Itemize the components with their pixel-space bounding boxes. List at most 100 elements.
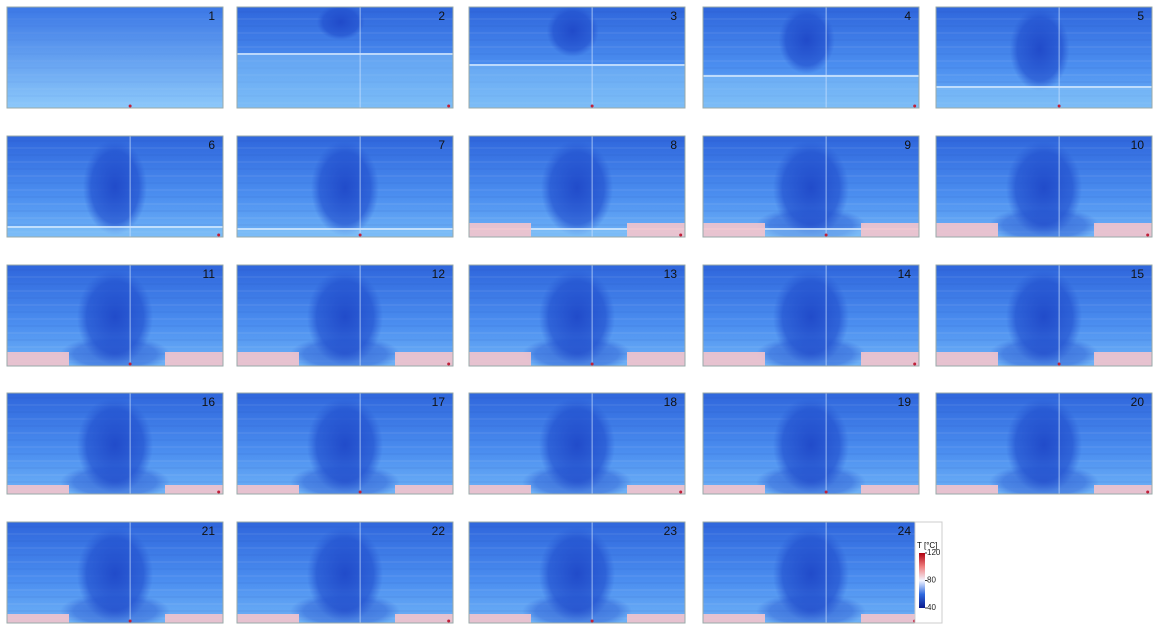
hot-patch [165, 485, 223, 494]
hot-patch [861, 485, 919, 494]
streak [7, 102, 223, 104]
panel-label: 15 [1131, 267, 1145, 281]
hot-patch [7, 485, 69, 494]
cold-plume [541, 140, 613, 236]
panel-image [7, 7, 223, 108]
hot-patch [395, 352, 453, 366]
cold-spread [522, 336, 632, 372]
hot-patch [1094, 223, 1152, 237]
hot-patch [627, 614, 685, 623]
front-line [237, 228, 453, 230]
cold-plume [311, 140, 379, 236]
probe-dot [447, 105, 450, 108]
panel-label: 24 [898, 524, 912, 538]
hot-patch [237, 614, 299, 623]
thermal-panel: 20 [936, 393, 1152, 500]
cold-plume [1010, 7, 1070, 91]
thermal-panel: 1 [7, 7, 223, 108]
streak [7, 39, 223, 41]
streak [7, 11, 223, 13]
probe-dot [129, 620, 132, 623]
panel-label: 18 [664, 395, 678, 409]
front-line [703, 75, 919, 77]
hot-patch [469, 485, 531, 494]
cold-spread [756, 464, 866, 500]
probe-dot [679, 234, 682, 237]
hot-patch [469, 614, 531, 623]
cold-spread [60, 464, 170, 500]
hot-patch [237, 352, 299, 366]
probe-dot [359, 491, 362, 494]
hot-patch [165, 352, 223, 366]
streak [7, 18, 223, 20]
hot-patch [395, 485, 453, 494]
probe-dot [1058, 105, 1061, 108]
front-line [237, 53, 453, 55]
panel-image [237, 393, 453, 500]
cold-spread [989, 336, 1099, 372]
probe-dot [825, 234, 828, 237]
hot-patch [469, 223, 531, 237]
cold-spread [522, 464, 632, 500]
panel-label: 5 [1137, 9, 1144, 23]
panel-image [469, 265, 685, 372]
probe-dot [591, 105, 594, 108]
panel-label: 2 [438, 9, 445, 23]
panel-label: 21 [202, 524, 216, 538]
front-line [469, 64, 685, 66]
streak [7, 74, 223, 76]
panel-image [469, 522, 685, 624]
panel-image [7, 393, 223, 500]
panel-image [936, 393, 1152, 500]
probe-dot [913, 363, 916, 366]
hot-patch [861, 352, 919, 366]
thermal-panel: 13 [469, 265, 685, 372]
probe-dot [913, 105, 916, 108]
thermal-panel: 19 [703, 393, 919, 500]
hot-patch [1094, 352, 1152, 366]
panel-background [7, 7, 223, 108]
cold-spread [290, 464, 400, 500]
colorbar-tick-label: 120 [927, 548, 941, 557]
panel-image [237, 265, 453, 372]
streak [7, 46, 223, 48]
panel-label: 13 [664, 267, 678, 281]
hot-patch [395, 614, 453, 623]
hot-patch [1094, 485, 1152, 494]
panel-image [936, 265, 1152, 372]
panel-image [703, 393, 919, 500]
streak [237, 46, 453, 48]
panel-label: 14 [898, 267, 912, 281]
hot-patch [703, 352, 765, 366]
cold-spread [756, 336, 866, 372]
hot-patch [703, 223, 765, 237]
cold-spread [60, 336, 170, 372]
streak [7, 88, 223, 90]
panel-label: 19 [898, 395, 912, 409]
thermal-panel: 10 [936, 136, 1152, 243]
hot-patch [7, 614, 69, 623]
colorbar-tick-label: 80 [927, 576, 936, 585]
hot-patch [469, 352, 531, 366]
streak [7, 32, 223, 34]
thermal-panel: 21 [7, 522, 223, 624]
cold-spread [756, 207, 866, 243]
cold-spread [989, 207, 1099, 243]
panel-label: 8 [670, 138, 677, 152]
probe-dot [217, 234, 220, 237]
thermal-panel: 17 [237, 393, 453, 500]
panel-label: 20 [1131, 395, 1145, 409]
panel-label: 9 [904, 138, 911, 152]
panel-image [469, 393, 685, 500]
probe-dot [1146, 234, 1149, 237]
thermal-panel: 23 [469, 522, 685, 624]
streak [7, 67, 223, 69]
probe-dot [129, 363, 132, 366]
probe-dot [591, 363, 594, 366]
panel-image [237, 4, 453, 156]
front-line [7, 226, 223, 228]
thermal-panel: 22 [237, 522, 453, 624]
hot-patch [627, 352, 685, 366]
hot-patch [627, 485, 685, 494]
